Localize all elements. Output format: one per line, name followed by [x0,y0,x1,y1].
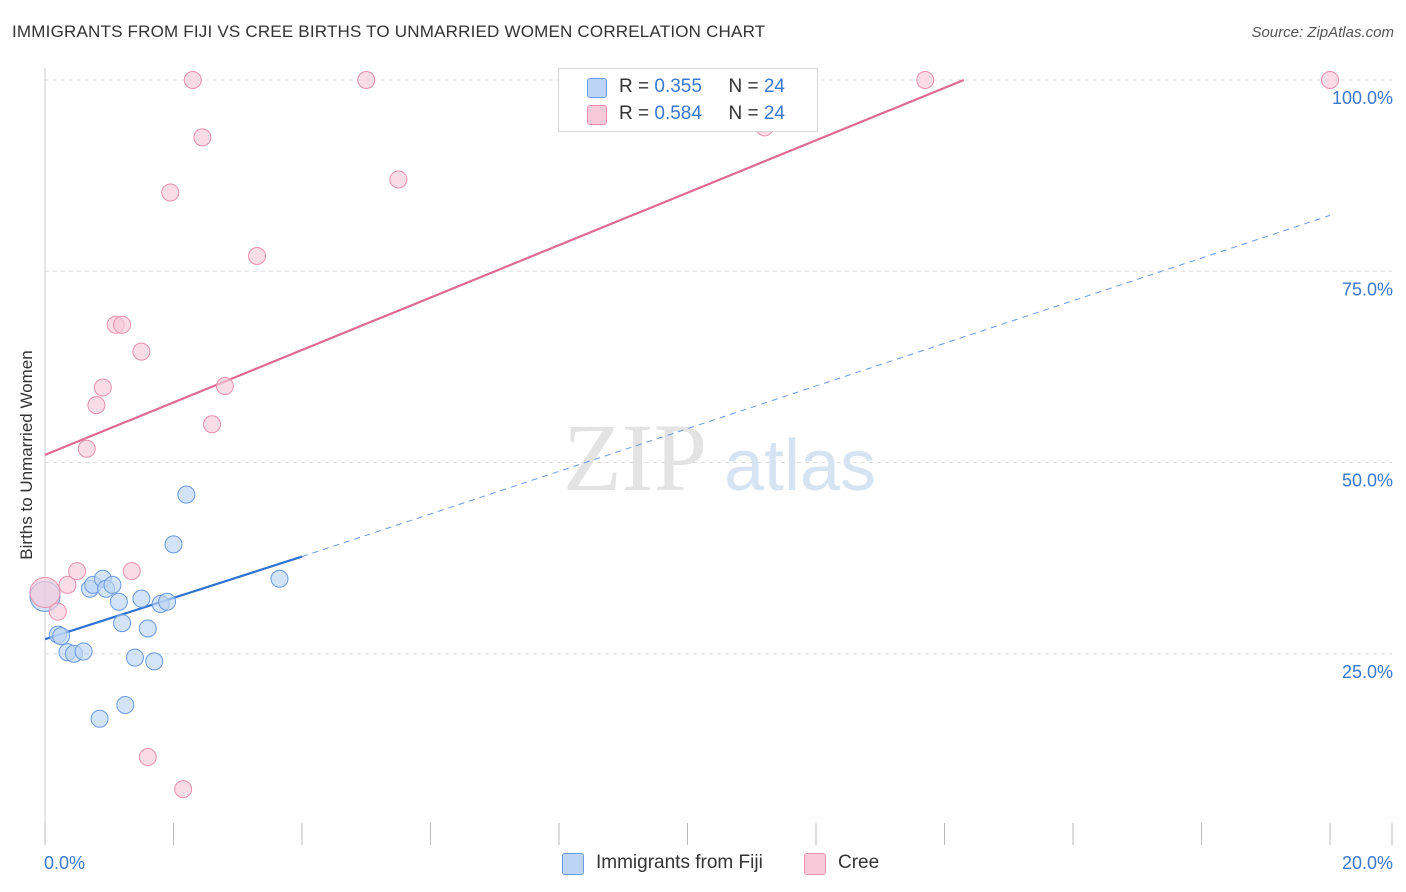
cree-point [161,183,180,202]
fiji-point [90,709,109,728]
cree-point [916,71,935,89]
cree-point [68,562,87,581]
watermark-zip: ZIP [563,404,707,511]
legend-cree-r-value: 0.584 [654,103,702,124]
legend-fiji-r-value: 0.355 [654,76,702,97]
bottom-legend-label-cree: Cree [838,852,880,873]
fiji-point [109,592,128,611]
cree-trend-line [44,78,965,456]
data-points [29,71,1339,799]
x-tick-label: 20.0% [1342,853,1393,873]
fiji-point [113,614,132,633]
legend-swatch-fiji [587,78,607,98]
cree-point [389,170,408,189]
cree-point [93,378,112,397]
fiji-point [132,589,151,608]
legend-cree-r-label: R = [619,103,655,124]
fiji-point [74,642,93,661]
cree-point [77,439,96,458]
legend-swatch-cree [587,105,607,125]
y-tick-label: 75.0% [1342,279,1393,299]
legend-fiji-r-label: R = [619,76,655,97]
fiji-point [177,485,196,504]
trend-lines [44,78,1331,641]
cree-point [48,602,67,621]
cree-point [248,246,267,265]
fiji-point [125,648,144,667]
cree-point [357,71,376,89]
cree-point [174,780,193,799]
watermark: ZIP atlas [563,404,876,511]
cree-point [203,415,222,434]
fiji-point [158,592,177,611]
cree-point [183,71,202,89]
cree-point [1321,71,1339,89]
fiji-point [103,575,122,594]
tick-labels: 25.0% 50.0% 75.0% 100.0% 0.0% 20.0% [44,88,1393,873]
cree-point [122,562,141,581]
cree-point [132,342,151,361]
bottom-legend-swatch-cree [804,853,826,875]
chart-title: IMMIGRANTS FROM FIJI VS CREE BIRTHS TO U… [12,22,766,41]
y-tick-label: 50.0% [1342,471,1393,491]
legend-cree-n-label: N = [728,103,764,124]
legend-fiji-n-label: N = [728,76,764,97]
cree-point [29,577,61,609]
cree-point [193,128,212,147]
fiji-point [52,627,71,646]
cree-point [58,575,77,594]
source-label: Source: ZipAtlas.com [1251,24,1394,41]
fiji-point [270,569,289,588]
fiji-point [138,619,157,638]
watermark-atlas: atlas [724,426,876,506]
cree-point [138,748,157,767]
legend-cree-n-value: 24 [763,103,785,124]
fiji-point [145,652,164,671]
x-tick-label: 0.0% [44,853,85,873]
bottom-legend-label-fiji: Immigrants from Fiji [596,852,763,873]
correlation-legend: R = 0.355 N = 24 R = 0.584 N = 24 [558,68,818,132]
cree-point [215,377,234,395]
y-tick-label: 25.0% [1342,662,1393,682]
fiji-trend-extension [301,214,1331,558]
fiji-point [164,535,183,554]
cree-point [87,396,106,415]
bottom-legend-swatch-fiji [562,853,584,875]
legend-fiji-n-value: 24 [763,76,785,97]
y-tick-label: 100.0% [1332,88,1393,108]
grid-layer [44,68,1393,845]
fiji-point [116,696,135,715]
cree-point [113,315,132,334]
